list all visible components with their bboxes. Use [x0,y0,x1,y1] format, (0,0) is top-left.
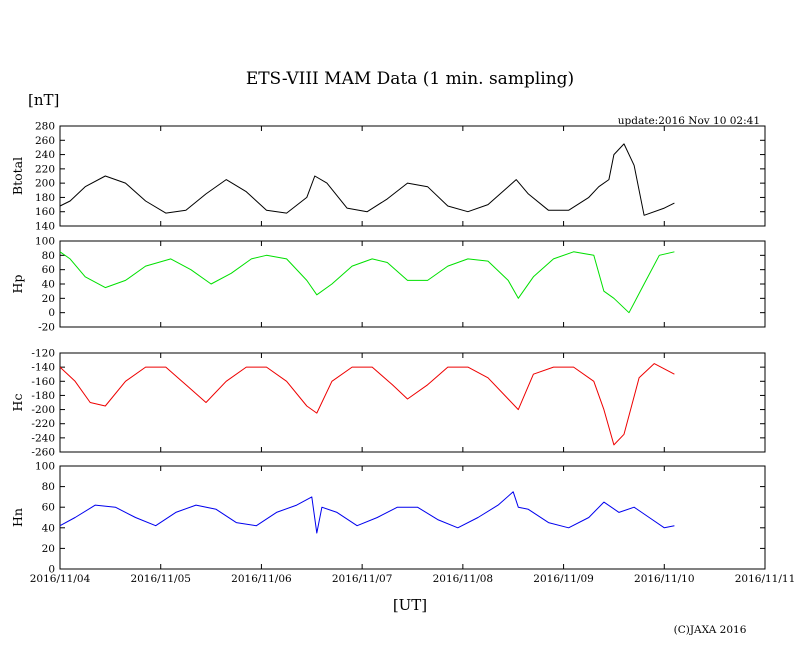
y-tick-label: 180 [35,192,55,204]
x-axis-label: [UT] [393,596,427,614]
y-tick-label: 40 [42,522,55,534]
y-tick-label: 0 [48,307,55,319]
series-line-hn [59,491,675,534]
x-tick-label: 2016/11/05 [130,573,191,585]
panel-label: Hp [10,275,25,294]
x-tick-label: 2016/11/07 [332,573,393,585]
panels: 140160180200220240260280Btotal-200204060… [10,121,766,576]
panel-hn: 0 20 40 60 80 100 Hn [10,461,766,576]
x-tick-label: 2016/11/06 [231,573,292,585]
panel-hc: -260 -240 -220 -200 -180 -160 -140 -120 Hc [10,348,766,459]
y-tick-label: 80 [42,481,55,493]
series-line-hp [59,251,675,314]
y-tick-label: 60 [42,502,55,514]
panel-frame [59,465,766,570]
y-tick-label: 100 [35,461,55,473]
x-tick-label: 2016/11/10 [634,573,695,585]
panel-label: Hn [10,508,25,527]
y-tick-label: 40 [42,279,55,291]
y-tick-label: 160 [35,206,55,218]
y-tick-label: 60 [42,264,55,276]
y-tick-label: -140 [31,362,55,374]
panel-label: Hc [10,394,25,412]
x-axis: 2016/11/04 2016/11/05 2016/11/06 2016/11/07… [30,573,796,585]
y-tick-label: 20 [42,293,55,305]
copyright: (C)JAXA 2016 [674,624,747,636]
y-tick-label: -240 [31,432,55,444]
x-tick-label: 2016/11/11 [735,573,796,585]
panel-label: Btotal [10,157,25,195]
panel-btotal: 140 160 180 200 220 240 260 280 Btotal [10,121,766,233]
panel-frame [59,240,766,328]
series-line-hc [59,363,675,446]
x-tick-label: 2016/11/08 [433,573,494,585]
y-tick-label: -160 [31,376,55,388]
y-tick-label: 140 [35,221,55,233]
y-unit-label: [nT] [28,91,59,109]
y-tick-label: -120 [31,348,55,360]
x-tick-label: 2016/11/04 [30,573,91,585]
update-text: update:2016 Nov 10 02:41 [618,115,760,127]
y-tick-label: -20 [38,322,55,334]
y-tick-label: 220 [35,163,55,175]
y-tick-label: 100 [35,236,55,248]
y-tick-label: 200 [35,178,55,190]
y-tick-label: 240 [35,149,55,161]
y-tick-label: 80 [42,250,55,262]
panel-hp: -20 0 20 40 60 80 100 Hp [10,236,766,334]
x-tick-label: 2016/11/09 [533,573,594,585]
panel-frame [59,352,766,453]
y-tick-label: -260 [31,447,55,459]
chart-title: ETS-VIII MAM Data (1 min. sampling) [246,69,574,89]
y-tick-label: -180 [31,390,55,402]
y-tick-label: -200 [31,404,55,416]
panel-frame [59,125,766,227]
y-tick-label: 20 [42,543,55,555]
y-tick-label: 260 [35,135,55,147]
y-tick-label: -220 [31,418,55,430]
series-line-btotal [59,143,675,216]
y-tick-label: 280 [35,121,55,133]
y-tick-label: 0 [48,564,55,576]
